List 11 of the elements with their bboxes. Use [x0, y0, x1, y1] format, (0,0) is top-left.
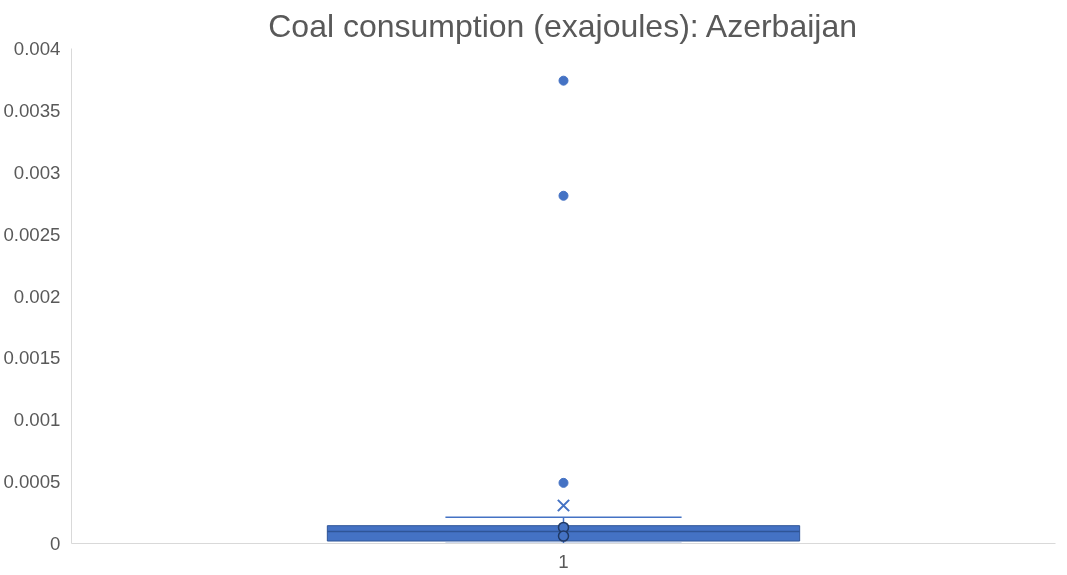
y-tick-label: 0.0025 — [3, 223, 61, 245]
y-tick-label: 0.0005 — [3, 471, 61, 493]
x-tick-label: 1 — [558, 550, 569, 572]
y-tick-label: 0.002 — [13, 285, 61, 307]
y-tick-label: 0.0015 — [3, 347, 61, 369]
y-tick-label: 0 — [50, 533, 61, 554]
y-tick-label: 0.0035 — [3, 99, 61, 121]
y-tick-label: 0.003 — [13, 161, 61, 183]
y-tick-label: 0.001 — [13, 409, 61, 431]
y-tick-label: 0.004 — [13, 38, 61, 59]
chart-title: Coal consumption (exajoules): Azerbaijan — [268, 7, 857, 44]
